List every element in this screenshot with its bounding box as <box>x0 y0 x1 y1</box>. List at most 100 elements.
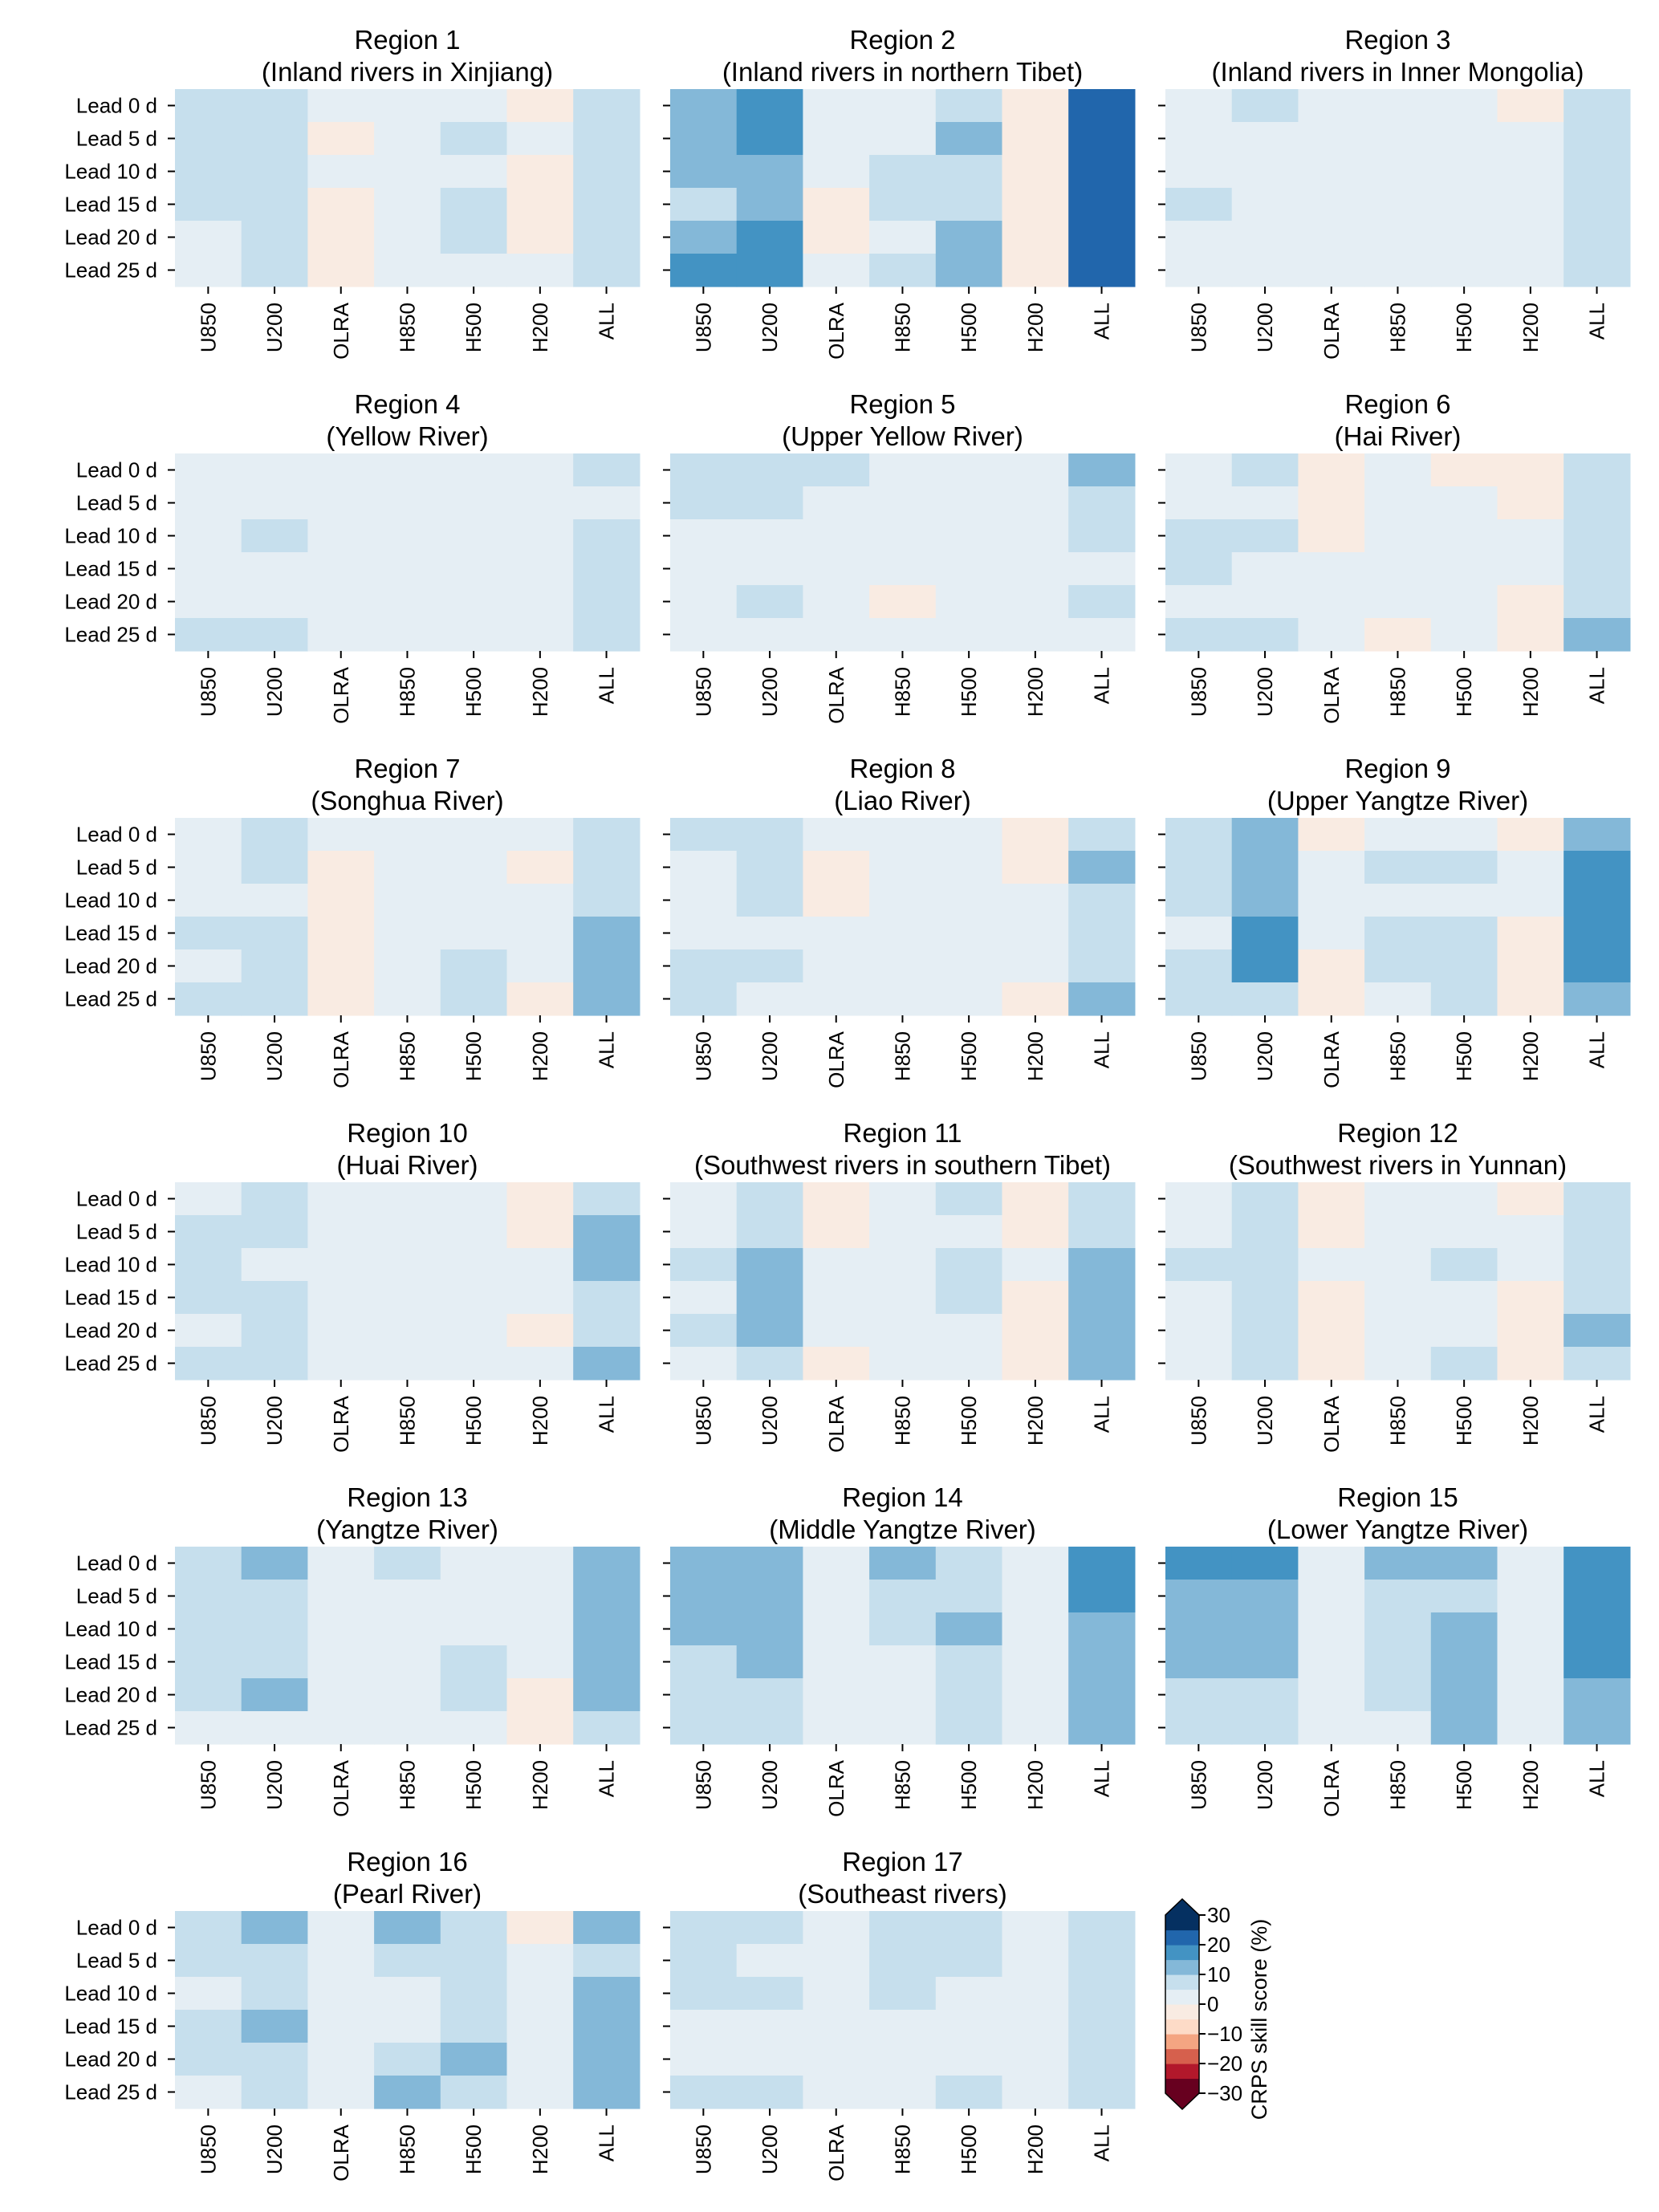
heatmap-cell <box>869 585 937 619</box>
heatmap-cell <box>440 1612 508 1646</box>
heatmap-cell <box>440 949 508 983</box>
y-tick-label: Lead 5 d <box>76 1584 157 1608</box>
heatmap-cell <box>1364 453 1432 487</box>
heatmap-cell <box>440 1281 508 1315</box>
heatmap-cell <box>1364 1281 1432 1315</box>
heatmap-cell <box>1563 221 1631 254</box>
heatmap-cell <box>1430 818 1498 852</box>
heatmap-cell <box>869 1645 937 1679</box>
heatmap-cell <box>869 89 937 123</box>
heatmap-cell <box>440 155 508 189</box>
x-tick-label: H500 <box>1452 1396 1476 1446</box>
heatmap-cell <box>1231 585 1299 619</box>
heatmap-cell <box>1430 1580 1498 1613</box>
heatmap-cell <box>935 585 1003 619</box>
heatmap-cell <box>869 917 937 950</box>
heatmap-cell <box>1165 552 1233 586</box>
heatmap-cell <box>1068 949 1136 983</box>
heatmap-cell <box>736 1645 803 1679</box>
heatmap-cell <box>670 618 738 652</box>
heatmap-cell <box>869 552 937 586</box>
heatmap-cell <box>935 1215 1003 1249</box>
heatmap-cell <box>1497 1645 1564 1679</box>
heatmap-cell <box>307 486 375 520</box>
heatmap-cell <box>1298 818 1365 852</box>
heatmap-cell <box>1231 1182 1299 1216</box>
panel-title: Region 5 <box>849 389 955 419</box>
heatmap-cell <box>1068 89 1136 123</box>
colorbar-tick-label: −10 <box>1207 2022 1242 2046</box>
x-tick-label: ALL <box>595 2125 619 2161</box>
heatmap-cell <box>1563 1314 1631 1348</box>
x-tick-label: H850 <box>1386 303 1410 352</box>
x-tick-label: U200 <box>1253 303 1277 352</box>
heatmap-cell <box>1298 618 1365 652</box>
x-tick-label: H850 <box>891 667 915 717</box>
heatmap-cell <box>1002 453 1069 487</box>
heatmap-cell <box>440 188 508 222</box>
heatmap-cell <box>935 818 1003 852</box>
heatmap-cell <box>803 917 870 950</box>
heatmap-cell <box>307 2043 375 2076</box>
heatmap-cell <box>1298 1182 1365 1216</box>
x-tick-label: U200 <box>262 303 287 352</box>
heatmap-cell <box>1430 188 1498 222</box>
heatmap-cell <box>869 1678 937 1712</box>
heatmap-cell <box>374 519 441 553</box>
x-tick-label: H850 <box>891 1396 915 1446</box>
heatmap-cell <box>506 254 574 287</box>
heatmap-cell <box>241 1711 308 1745</box>
heatmap-cell <box>670 1645 738 1679</box>
heatmap-cell <box>374 1711 441 1745</box>
heatmap-cell <box>1231 982 1299 1016</box>
panel-title: Region 4 <box>354 389 460 419</box>
heatmap-cell <box>803 818 870 852</box>
heatmap-cell <box>1563 122 1631 156</box>
heatmap-cell <box>1364 155 1432 189</box>
heatmap-cell <box>440 851 508 884</box>
heatmap-cell <box>374 917 441 950</box>
heatmap-cell <box>1298 1248 1365 1282</box>
heatmap-cell <box>440 2043 508 2076</box>
x-tick-label: OLRA <box>824 666 848 723</box>
heatmap-cell <box>506 1347 574 1380</box>
heatmap-cell <box>1497 851 1564 884</box>
y-tick-label: Lead 10 d <box>64 1617 157 1641</box>
heatmap-cell <box>241 89 308 123</box>
x-tick-label: U200 <box>262 1031 287 1081</box>
x-tick-label: ALL <box>595 1760 619 1797</box>
heatmap-cell <box>307 618 375 652</box>
heatmap-cell <box>736 1977 803 2011</box>
heatmap-cell <box>1430 155 1498 189</box>
heatmap-cell <box>935 155 1003 189</box>
heatmap-cell <box>573 1678 640 1712</box>
panel-subtitle: (Hai River) <box>1335 421 1462 451</box>
heatmap-cell <box>241 2010 308 2043</box>
heatmap-cell <box>736 1911 803 1945</box>
heatmap-cell <box>1165 618 1233 652</box>
x-tick-label: U850 <box>1186 1760 1210 1810</box>
heatmap-cell <box>1165 155 1233 189</box>
panel-title: Region 16 <box>347 1847 467 1877</box>
y-tick-label: Lead 5 d <box>76 1220 157 1244</box>
panel-subtitle: (Inland rivers in northern Tibet) <box>722 57 1083 87</box>
heatmap-cell <box>1068 188 1136 222</box>
heatmap-cell <box>1165 1347 1233 1380</box>
heatmap-cell <box>1002 884 1069 917</box>
y-tick-label: Lead 15 d <box>64 1650 157 1674</box>
heatmap-cell <box>241 486 308 520</box>
heatmap-cell <box>1364 1612 1432 1646</box>
x-tick-label: OLRA <box>329 302 353 359</box>
heatmap-cell <box>1563 1347 1631 1380</box>
heatmap-cell <box>1068 486 1136 520</box>
x-tick-label: U200 <box>1253 1031 1277 1081</box>
heatmap-cell <box>573 1711 640 1745</box>
heatmap-cell <box>670 1711 738 1745</box>
heatmap-cell <box>1231 552 1299 586</box>
heatmap-cell <box>1430 1281 1498 1315</box>
heatmap-cell <box>573 2076 640 2109</box>
heatmap-cell <box>175 851 242 884</box>
heatmap-cell <box>573 851 640 884</box>
heatmap-cell <box>241 1314 308 1348</box>
x-tick-label: U200 <box>262 2125 287 2174</box>
